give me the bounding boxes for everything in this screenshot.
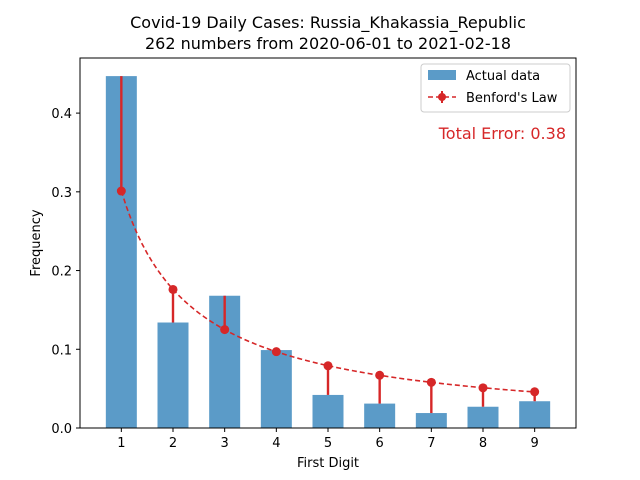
x-axis-label: First Digit	[297, 456, 359, 471]
bar-digit-2	[157, 322, 189, 428]
benford-point-digit-2	[168, 284, 178, 294]
y-tick-label-0.4: 0.4	[51, 107, 72, 122]
x-tick-label-1: 1	[117, 436, 125, 451]
legend-label-actual: Actual data	[466, 69, 540, 84]
y-tick-label-0.1: 0.1	[51, 343, 72, 358]
benford-point-digit-3	[220, 325, 230, 335]
bar-digit-8	[467, 406, 499, 428]
legend-box	[420, 63, 571, 113]
legend-swatch-actual	[428, 70, 456, 80]
x-tick-label-8: 8	[479, 436, 487, 451]
legend-marker-benford	[438, 93, 446, 101]
x-tick-label-2: 2	[169, 436, 177, 451]
x-tick-label-3: 3	[221, 436, 229, 451]
x-tick-label-4: 4	[272, 436, 280, 451]
benford-point-digit-5	[323, 361, 333, 371]
y-tick-label-0.0: 0.0	[51, 422, 72, 437]
legend-label-benford: Benford's Law	[466, 91, 558, 106]
bar-digit-4	[260, 350, 292, 428]
x-tick-label-5: 5	[324, 436, 332, 451]
benford-point-digit-6	[375, 370, 385, 380]
bar-digit-9	[519, 401, 551, 428]
benford-point-digit-7	[426, 377, 436, 387]
benford-point-digit-8	[478, 383, 488, 393]
y-axis-label: Frequency	[29, 209, 44, 276]
chart-title-line1: Covid-19 Daily Cases: Russia_Khakassia_R…	[130, 13, 526, 33]
benford-curve	[120, 190, 535, 393]
benford-point-digit-1	[116, 186, 126, 196]
y-tick-label-0.3: 0.3	[51, 186, 72, 201]
x-axis-ticks: 1 2 3 4 5 6 7 8 9	[117, 428, 539, 451]
chart-title-line2: 262 numbers from 2020-06-01 to 2021-02-1…	[145, 34, 511, 53]
y-tick-label-0.2: 0.2	[51, 265, 72, 280]
benford-point-digit-9	[530, 387, 540, 397]
bar-digit-6	[364, 403, 396, 428]
legend: Actual data Benford's Law	[420, 63, 571, 113]
bar-digit-5	[312, 394, 344, 428]
x-tick-label-6: 6	[376, 436, 384, 451]
x-tick-label-7: 7	[427, 436, 435, 451]
bar-digit-7	[415, 413, 447, 428]
benford-series	[116, 186, 540, 397]
y-axis-ticks: 0.0 0.1 0.2 0.3 0.4	[51, 107, 80, 437]
total-error-annotation: Total Error: 0.38	[438, 124, 566, 143]
x-tick-label-9: 9	[531, 436, 539, 451]
benford-point-digit-4	[271, 347, 281, 357]
